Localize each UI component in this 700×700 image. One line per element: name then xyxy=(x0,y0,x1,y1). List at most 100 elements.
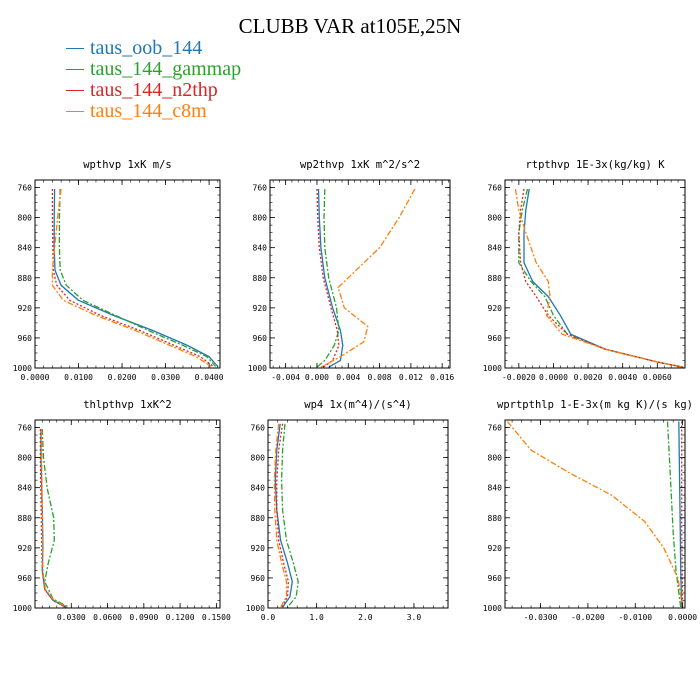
x-tick-label: 0.1200 xyxy=(166,613,195,622)
y-tick-label: 920 xyxy=(488,544,503,553)
legend-swatch xyxy=(66,48,84,49)
series-line-taus-144-gammap xyxy=(316,188,340,368)
series-line-taus-144-c8m xyxy=(41,429,68,608)
series-line-taus-144-c8m xyxy=(514,188,684,368)
series-line-taus-144-c8m xyxy=(506,421,684,608)
chart-panel: wp2thvp 1xK m^2/s^2 760 800 840 880 920 960 100… xyxy=(248,159,455,382)
y-tick-label: 880 xyxy=(253,274,268,283)
x-tick-label: 0.008 xyxy=(368,373,392,382)
y-tick-label: 960 xyxy=(253,334,268,343)
y-tick-label: 840 xyxy=(18,244,33,253)
y-tick-label: 760 xyxy=(18,184,33,193)
x-tick-label: -0.0300 xyxy=(524,613,558,622)
y-tick-label: 760 xyxy=(18,424,33,433)
series-line-taus-144-n2thp xyxy=(51,189,214,368)
y-tick-label: 800 xyxy=(18,454,33,463)
series-line-taus-144-n2thp xyxy=(518,188,684,368)
y-tick-label: 920 xyxy=(251,544,266,553)
y-tick-label: 880 xyxy=(251,514,266,523)
y-tick-label: 840 xyxy=(251,484,266,493)
legend: taus_oob_144 taus_144_gammap taus_144_n2th… xyxy=(66,38,241,122)
x-tick-label: 0.0020 xyxy=(574,373,603,382)
y-tick-label: 960 xyxy=(18,574,33,583)
series-line-taus-144-gammap xyxy=(58,188,217,367)
plot-frame xyxy=(267,419,449,609)
x-tick-label: -0.004 xyxy=(271,373,300,382)
chart-panel: wpthvp 1xK m/s 760 800 840 880 920 960 10000.00… xyxy=(13,159,224,382)
series-line-taus-144-gammap xyxy=(41,428,70,608)
series-line-taus-144-c8m xyxy=(51,188,212,368)
legend-item: taus_oob_144 xyxy=(66,38,241,59)
series-line-taus-144-c8m xyxy=(320,188,416,368)
legend-item: taus_144_gammap xyxy=(66,59,241,80)
y-tick-label: 960 xyxy=(251,574,266,583)
series-line-taus-144-gammap xyxy=(518,188,684,368)
series-line-taus-144-gammap xyxy=(666,421,682,608)
x-tick-label: 0.0060 xyxy=(643,373,672,382)
y-tick-label: 920 xyxy=(18,304,33,313)
y-tick-label: 800 xyxy=(253,214,268,223)
plot-frame xyxy=(504,419,686,609)
x-tick-label: 0.004 xyxy=(336,373,360,382)
plot-frame xyxy=(504,179,686,369)
legend-label: taus_144_n2thp xyxy=(90,79,218,101)
x-tick-label: 0.0000 xyxy=(21,373,50,382)
y-tick-label: 880 xyxy=(18,274,33,283)
x-tick-label: -0.0100 xyxy=(618,613,652,622)
chart-panel: wp4 1x(m^4)/(s^4) 760 800 840 880 920 960 10000… xyxy=(246,399,449,622)
series-line-taus-144-n2thp xyxy=(681,421,684,608)
y-tick-label: 800 xyxy=(251,454,266,463)
y-tick-label: 760 xyxy=(251,424,266,433)
chart-title: wp2thvp 1xK m^2/s^2 xyxy=(300,159,420,171)
y-tick-label: 840 xyxy=(18,484,33,493)
x-tick-label: -0.0020 xyxy=(502,373,536,382)
page-title: CLUBB VAR at105E,25N xyxy=(238,14,462,38)
y-tick-label: 800 xyxy=(18,214,33,223)
chart-panel: rtpthvp 1E-3x(kg/kg) K 760 800 840 880 920 960… xyxy=(483,159,686,382)
y-tick-label: 1000 xyxy=(248,364,267,373)
series-line-taus-oob-144 xyxy=(678,421,683,608)
x-tick-label: 3.0 xyxy=(407,613,422,622)
y-tick-label: 840 xyxy=(488,244,503,253)
x-tick-label: -0.0200 xyxy=(571,613,605,622)
series-line-taus-144-c8m xyxy=(273,423,288,608)
y-tick-label: 960 xyxy=(488,574,503,583)
series-line-taus-oob-144 xyxy=(317,188,344,368)
legend-label: taus_oob_144 xyxy=(90,37,203,59)
y-tick-label: 760 xyxy=(488,424,503,433)
y-tick-label: 840 xyxy=(253,244,268,253)
x-tick-label: 0.0000 xyxy=(539,373,568,382)
chart-title: wprtpthlp 1-E-3x(m kg K)/(s kg) xyxy=(497,399,693,411)
y-tick-label: 800 xyxy=(488,454,503,463)
series-line-taus-oob-144 xyxy=(274,423,293,608)
plot-frame xyxy=(269,179,451,369)
x-tick-label: 0.000 xyxy=(305,373,329,382)
y-tick-label: 880 xyxy=(18,514,33,523)
series-line-taus-144-n2thp xyxy=(316,188,340,368)
y-tick-label: 920 xyxy=(18,544,33,553)
legend-item: taus_144_c8m xyxy=(66,101,241,122)
y-tick-label: 760 xyxy=(488,184,503,193)
legend-swatch xyxy=(66,111,84,112)
x-tick-label: 0.0000 xyxy=(668,613,697,622)
series-line-taus-144-n2thp xyxy=(39,429,66,608)
y-tick-label: 920 xyxy=(488,304,503,313)
legend-label: taus_144_c8m xyxy=(90,100,207,122)
chart-title: wpthvp 1xK m/s xyxy=(83,159,172,171)
x-tick-label: 0.0100 xyxy=(64,373,93,382)
x-tick-label: 0.0600 xyxy=(93,613,122,622)
x-tick-label: 0.0300 xyxy=(151,373,180,382)
x-tick-label: 0.0400 xyxy=(195,373,224,382)
series-line-taus-144-n2thp xyxy=(276,423,290,608)
x-tick-label: 1.0 xyxy=(309,613,324,622)
chart-title: wp4 1x(m^4)/(s^4) xyxy=(304,399,411,411)
legend-item: taus_144_n2thp xyxy=(66,80,241,101)
legend-swatch xyxy=(66,90,84,91)
y-tick-label: 840 xyxy=(488,484,503,493)
x-tick-label: 0.016 xyxy=(430,373,454,382)
x-tick-label: 0.0200 xyxy=(108,373,137,382)
y-tick-label: 1000 xyxy=(246,604,265,613)
chart-title: rtpthvp 1E-3x(kg/kg) K xyxy=(525,159,665,171)
x-tick-label: 0.1500 xyxy=(202,613,231,622)
